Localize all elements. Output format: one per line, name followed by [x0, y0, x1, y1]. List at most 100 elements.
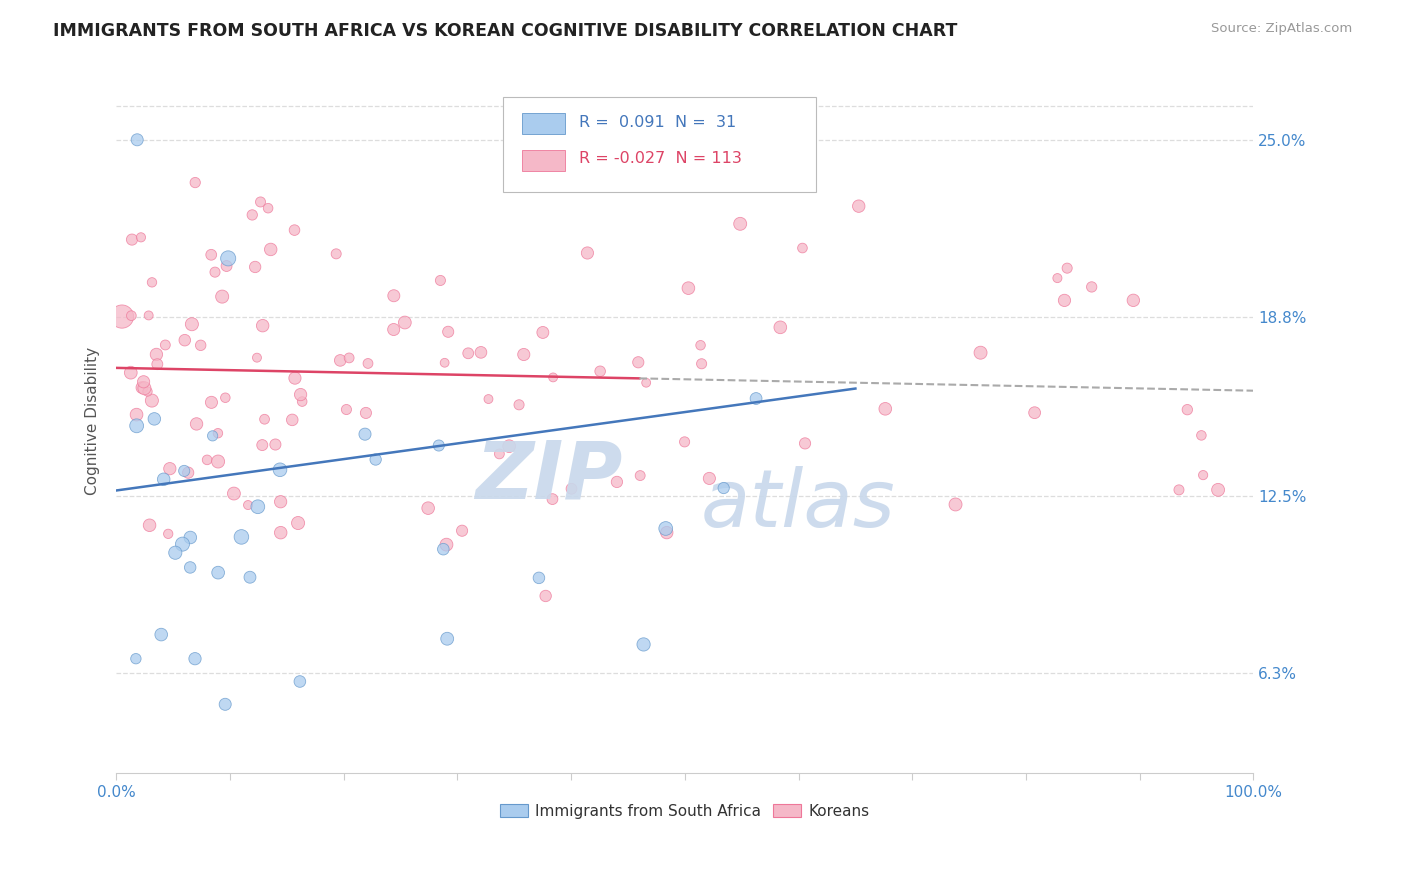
Point [200, 395, 222, 409]
Point [173, 464, 195, 478]
Point [699, 471, 721, 485]
Point [437, 325, 460, 339]
Point [264, 437, 287, 451]
Point [451, 524, 474, 538]
Point [429, 273, 451, 287]
Point [246, 500, 269, 514]
Point [1053, 293, 1076, 308]
Point [457, 346, 479, 360]
Point [290, 387, 312, 401]
Point [204, 265, 226, 279]
FancyBboxPatch shape [503, 96, 815, 192]
Point [173, 333, 195, 347]
Point [470, 345, 492, 359]
Point [120, 366, 142, 380]
Point [200, 248, 222, 262]
Point [222, 486, 245, 500]
FancyBboxPatch shape [522, 113, 565, 134]
Point [769, 320, 792, 334]
Point [627, 355, 650, 369]
Point [159, 461, 181, 475]
Point [329, 353, 352, 368]
Point [527, 571, 550, 585]
Point [214, 391, 236, 405]
Text: R = -0.027  N = 113: R = -0.027 N = 113 [579, 151, 742, 166]
Point [201, 429, 224, 443]
Point [288, 674, 311, 689]
Point [246, 351, 269, 365]
Point [217, 252, 239, 266]
Point [673, 434, 696, 449]
Point [141, 276, 163, 290]
Point [394, 316, 416, 330]
Text: ZIP: ZIP [475, 438, 621, 516]
Point [172, 537, 194, 551]
Point [125, 418, 148, 433]
Point [190, 338, 212, 352]
Point [243, 260, 266, 274]
Point [165, 546, 187, 560]
Point [325, 247, 347, 261]
Point [127, 133, 149, 147]
Point [215, 259, 238, 273]
Point [1189, 428, 1212, 442]
Point [1168, 483, 1191, 497]
Point [1175, 402, 1198, 417]
Point [157, 526, 180, 541]
Point [520, 168, 543, 182]
Point [132, 375, 155, 389]
Point [111, 310, 134, 324]
Point [728, 217, 751, 231]
Point [253, 412, 276, 426]
Point [257, 201, 280, 215]
Point [155, 338, 177, 352]
Point [179, 531, 201, 545]
Point [260, 243, 283, 257]
Point [283, 223, 305, 237]
Point [432, 542, 454, 557]
Point [1024, 406, 1046, 420]
Text: Source: ZipAtlas.com: Source: ZipAtlas.com [1212, 22, 1353, 36]
Point [382, 322, 405, 336]
Point [713, 481, 735, 495]
Point [1192, 468, 1215, 483]
Point [291, 394, 314, 409]
Point [270, 494, 292, 508]
Point [875, 401, 897, 416]
Point [207, 426, 229, 441]
Point [628, 468, 651, 483]
Text: IMMIGRANTS FROM SOUTH AFRICA VS KOREAN COGNITIVE DISABILITY CORRELATION CHART: IMMIGRANTS FROM SOUTH AFRICA VS KOREAN C… [53, 22, 957, 40]
Point [281, 413, 304, 427]
Point [654, 521, 676, 535]
Point [969, 345, 991, 359]
Point [125, 408, 148, 422]
Point [1122, 293, 1144, 308]
Point [184, 651, 207, 665]
Point [488, 447, 510, 461]
Point [270, 525, 292, 540]
Point [560, 482, 582, 496]
Point [207, 566, 229, 580]
Point [131, 380, 153, 394]
Point [337, 351, 360, 365]
Point [207, 454, 229, 468]
Point [508, 398, 530, 412]
Point [335, 402, 357, 417]
Point [134, 381, 156, 395]
Point [121, 233, 143, 247]
Point [689, 338, 711, 352]
Y-axis label: Cognitive Disability: Cognitive Disability [86, 347, 100, 495]
Point [678, 281, 700, 295]
Point [945, 498, 967, 512]
Point [1046, 271, 1069, 285]
Point [848, 199, 870, 213]
Text: R =  0.091  N =  31: R = 0.091 N = 31 [579, 115, 737, 130]
Point [252, 438, 274, 452]
Point [436, 538, 458, 552]
Point [364, 452, 387, 467]
Point [655, 525, 678, 540]
Point [284, 371, 307, 385]
Point [180, 317, 202, 331]
Text: atlas: atlas [702, 467, 896, 544]
Point [138, 309, 160, 323]
